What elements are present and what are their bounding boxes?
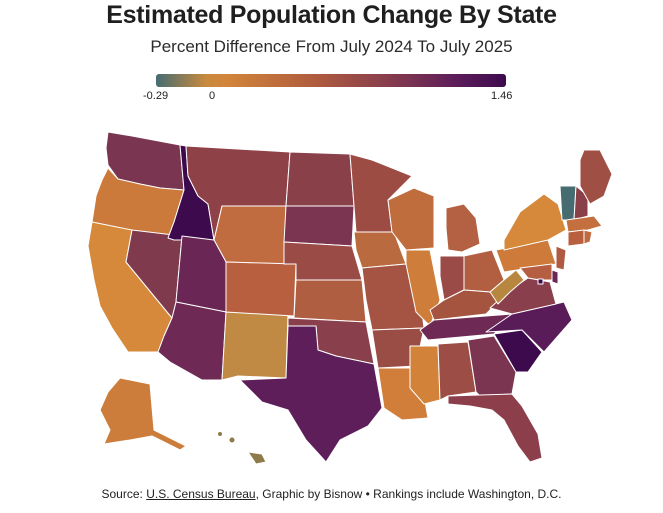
state-DC[interactable] bbox=[537, 278, 544, 285]
state-TX[interactable] bbox=[239, 325, 383, 463]
state-FL[interactable] bbox=[447, 393, 543, 463]
source-prefix: Source: bbox=[101, 487, 147, 501]
state-CO[interactable] bbox=[225, 261, 297, 317]
legend-max-label: 1.46 bbox=[491, 90, 513, 102]
legend-min-label: -0.29 bbox=[143, 90, 169, 102]
state-CT[interactable] bbox=[567, 229, 585, 247]
legend-zero-label: 0 bbox=[209, 90, 216, 102]
state-ME[interactable] bbox=[579, 149, 613, 205]
state-RI[interactable] bbox=[583, 229, 593, 245]
state-AL[interactable] bbox=[437, 341, 477, 401]
state-MI[interactable] bbox=[445, 203, 481, 253]
state-WI[interactable] bbox=[387, 187, 435, 251]
state-KS[interactable] bbox=[293, 279, 367, 323]
state-UT[interactable] bbox=[175, 235, 227, 313]
state-HI[interactable] bbox=[247, 451, 267, 465]
source-attribution: Source: U.S. Census Bureau, Graphic by B… bbox=[0, 487, 663, 501]
state-NM[interactable] bbox=[221, 311, 289, 381]
state-SD[interactable] bbox=[283, 205, 355, 247]
state-HI-island[interactable] bbox=[228, 436, 236, 444]
state-WY[interactable] bbox=[213, 205, 287, 265]
chart-subtitle: Percent Difference From July 2024 To Jul… bbox=[150, 37, 513, 56]
state-VT[interactable] bbox=[559, 185, 577, 221]
state-NE[interactable] bbox=[283, 241, 363, 281]
state-DE[interactable] bbox=[551, 269, 559, 285]
state-MS[interactable] bbox=[409, 345, 441, 405]
state-NJ[interactable] bbox=[555, 245, 567, 271]
state-NY[interactable] bbox=[503, 193, 567, 251]
source-link[interactable]: U.S. Census Bureau bbox=[146, 487, 256, 501]
state-MD[interactable] bbox=[519, 263, 553, 281]
state-AK[interactable] bbox=[99, 377, 187, 451]
state-MA[interactable] bbox=[565, 215, 603, 233]
source-suffix: , Graphic by Bisnow • Rankings include W… bbox=[255, 487, 562, 501]
state-WV[interactable] bbox=[489, 269, 525, 305]
color-scale-legend bbox=[156, 74, 506, 87]
state-HI-island[interactable] bbox=[217, 431, 223, 437]
chart-title: Estimated Population Change By State bbox=[106, 1, 557, 29]
state-ND[interactable] bbox=[285, 151, 355, 207]
